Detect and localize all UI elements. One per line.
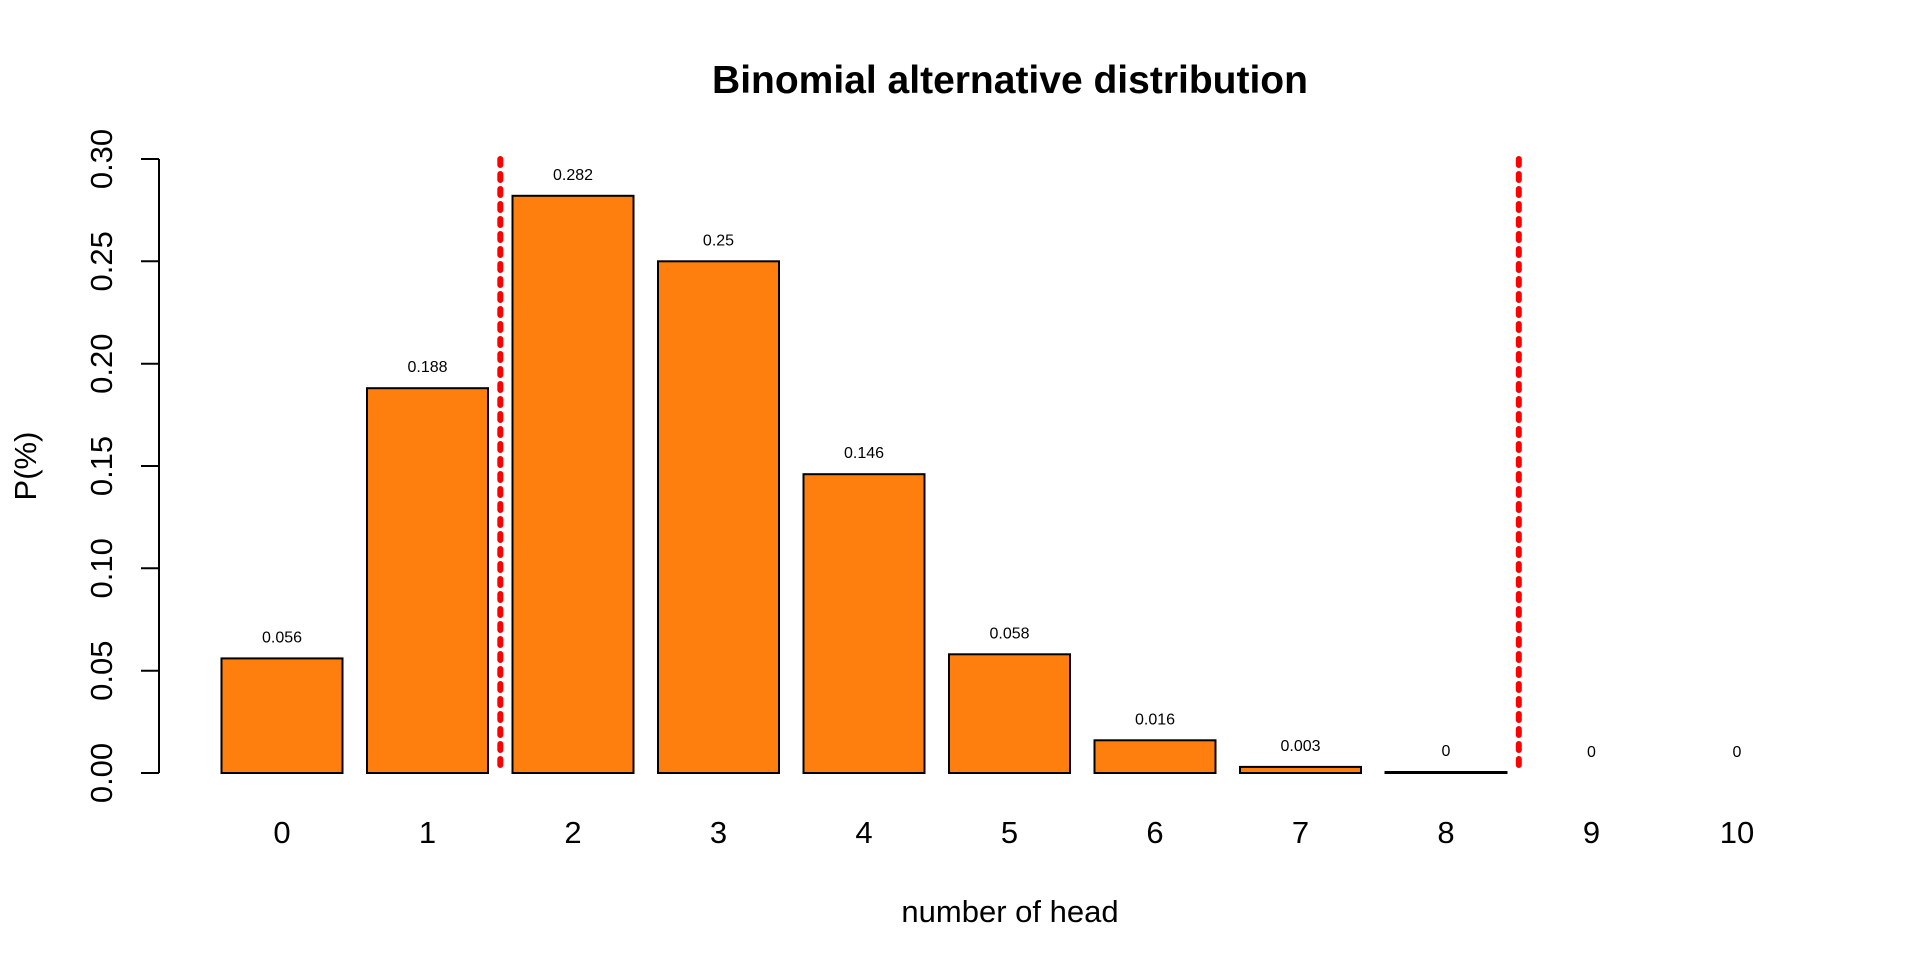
bars-group: 0.056 0.188 0.282 0.25 0.146 0.058 0.016 0.003 0… [220,167,1742,775]
bar-1 [366,387,489,774]
x-tick-label-3: 3 [710,815,727,850]
bar-2 [511,194,635,775]
x-tick-label-4: 4 [855,815,872,850]
bar-value-label-0: 0.056 [262,629,302,646]
bar-value-label-6: 0.016 [1135,711,1175,728]
bar-value-label-2: 0.282 [553,167,593,184]
y-tick-label: 0.10 [84,538,119,598]
bar-value-label-4: 0.146 [844,445,884,462]
y-axis-title: P(%) [8,432,43,501]
x-axis-tick-labels: 0 1 2 3 4 5 6 7 8 9 10 [273,815,1754,850]
bar-value-label-5: 0.058 [989,625,1029,642]
y-tick-label: 0.00 [84,743,119,803]
bar-7 [1239,765,1362,775]
bar-value-label-3: 0.25 [703,232,734,249]
y-tick-label: 0.25 [84,231,119,291]
y-tick-label: 0.15 [84,436,119,496]
bar-3 [657,260,780,774]
x-tick-label-7: 7 [1292,815,1309,850]
bar-6 [1093,739,1217,774]
bar-value-label-8: 0 [1442,743,1451,760]
chart-title: Binomial alternative distribution [712,59,1308,102]
x-tick-label-5: 5 [1001,815,1018,850]
bar-value-label-7: 0.003 [1280,738,1320,755]
x-tick-label-10: 10 [1720,815,1754,850]
x-tick-label-9: 9 [1583,815,1600,850]
bar-0 [220,657,344,775]
x-tick-label-1: 1 [419,815,436,850]
y-tick-label: 0.05 [84,641,119,701]
bar-4 [802,473,926,774]
bar-value-label-9: 0 [1587,744,1596,761]
bar-8 [1384,771,1508,774]
y-tick-label: 0.20 [84,334,119,394]
x-tick-label-6: 6 [1146,815,1163,850]
x-axis-title: number of head [901,894,1118,929]
x-tick-label-0: 0 [273,815,290,850]
bar-value-label-10: 0 [1733,744,1742,761]
x-tick-label-2: 2 [564,815,581,850]
y-axis: 0.00 0.05 0.10 0.15 0.20 0.25 0.30 [84,129,160,803]
bar-5 [948,653,1071,774]
x-tick-label-8: 8 [1437,815,1454,850]
bar-value-label-1: 0.188 [407,359,447,376]
reference-lines-group [497,156,1522,776]
y-tick-label: 0.30 [84,129,119,189]
